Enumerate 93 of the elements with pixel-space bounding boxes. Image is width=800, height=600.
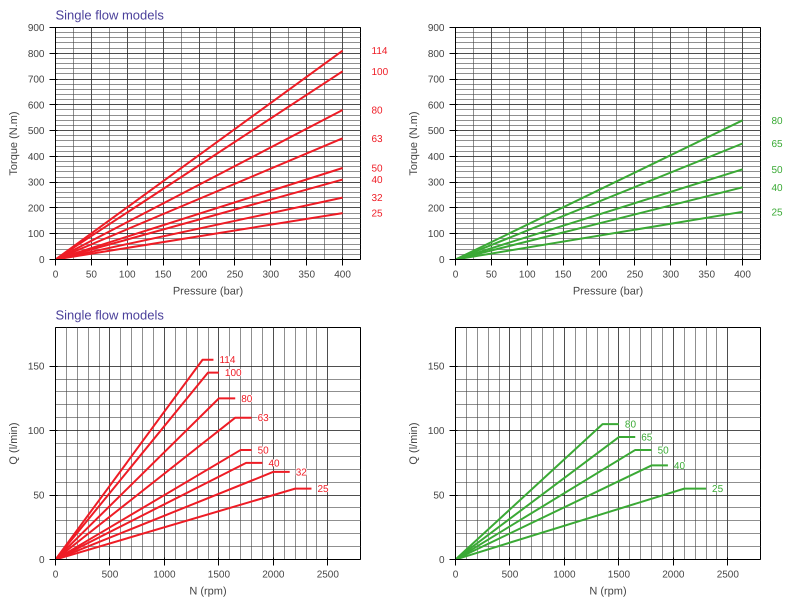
series-label: 25 [317,484,330,496]
y-tick-label: 150 [28,362,45,373]
x-tick-label: 350 [698,270,716,280]
x-tick-label: 50 [486,270,498,280]
series-label: 40 [268,458,280,470]
text: 25 [772,207,784,218]
y-tick-label: 100 [28,426,45,438]
text: 100 [372,66,389,78]
y-tick-label: 700 [28,74,45,86]
y-tick-label: 0 [438,255,445,266]
x-tick-label: 200 [190,270,208,280]
y-tick-label: 100 [28,229,45,240]
y-axis-title: Torque (N.m) [8,111,20,176]
chart-title: Single flow models [56,8,164,22]
x-tick-label: 0 [452,270,459,280]
y-tick-label: 400 [428,152,445,163]
series-label: 32 [296,467,308,478]
y-tick-label: 700 [428,74,445,86]
series-label: 114 [219,355,236,366]
series-label: 80 [241,394,253,405]
y-tick-label: 100 [428,229,445,240]
x-tick-label: 350 [298,270,316,280]
text: 40 [372,175,384,186]
x-tick-label: 250 [626,270,644,280]
y-tick-label: 0 [38,555,45,566]
x-tick-label: 50 [86,270,98,280]
y-tick-label: 400 [28,152,45,163]
x-tick-label: 300 [262,270,280,280]
series-label: 65 [641,432,653,444]
series-label: 100 [224,368,242,380]
x-tick-label: 500 [502,570,519,580]
text: 114 [372,46,388,58]
y-tick-label: 600 [28,100,45,112]
y-tick-label: 150 [428,362,445,373]
y-tick-label: 800 [428,48,445,60]
chart-title: Single flow models [56,308,164,322]
y-tick-label: 200 [428,203,445,214]
text: 80 [772,116,784,127]
y-axis-title: Q (l/min) [8,422,20,465]
y-tick-label: 500 [28,126,45,138]
y-tick-label: 800 [28,48,45,60]
x-tick-label: 1000 [153,570,176,580]
x-tick-label: 2000 [262,570,285,580]
series-label: 25 [712,484,724,496]
x-tick-label: 300 [662,270,680,280]
series-label: 80 [624,420,636,431]
x-axis-title: N (rpm) [189,586,227,598]
y-tick-label: 0 [38,255,45,266]
text: 25 [372,208,384,220]
x-tick-label: 2000 [662,570,685,580]
x-tick-label: 250 [226,270,244,280]
y-tick-label: 900 [428,23,445,34]
x-tick-label: 2500 [316,570,340,580]
x-tick-label: 1000 [553,570,576,580]
x-tick-label: 0 [452,570,459,580]
x-tick-label: 2500 [716,570,740,580]
x-tick-label: 400 [734,270,752,280]
y-tick-label: 300 [28,178,45,189]
x-tick-label: 400 [334,270,352,280]
x-tick-label: 1500 [608,570,630,580]
x-tick-label: 150 [154,270,172,280]
text: 80 [372,105,384,116]
x-tick-label: 100 [118,270,136,280]
x-tick-label: 0 [52,570,59,580]
x-axis-title: N (rpm) [589,586,627,598]
series-label: 50 [258,445,270,456]
text: 50 [772,164,784,176]
text: 40 [772,182,784,194]
x-axis-title: Pressure (bar) [172,286,244,298]
y-tick-label: 200 [28,203,45,214]
y-tick-label: 50 [433,490,445,502]
y-tick-label: 50 [33,490,45,502]
x-tick-label: 500 [102,570,119,580]
x-axis-title: Pressure (bar) [572,286,644,298]
x-tick-label: 0 [52,270,59,280]
x-tick-label: 150 [554,270,572,280]
y-tick-label: 100 [428,426,445,438]
y-tick-label: 600 [428,100,445,112]
y-tick-label: 500 [428,126,445,138]
y-axis-title: Q (l/min) [408,422,420,465]
y-axis-title: Torque (N.m) [408,111,420,176]
y-tick-label: 300 [428,178,445,189]
y-tick-label: 0 [438,555,445,566]
series-label: 63 [258,413,270,424]
y-tick-label: 900 [28,23,45,34]
text: 50 [372,163,384,174]
series-label: 50 [658,445,670,456]
text: 65 [772,139,784,150]
text: 63 [372,134,384,145]
x-tick-label: 100 [518,270,536,280]
x-tick-label: 1500 [208,570,230,580]
x-tick-label: 200 [590,270,608,280]
text: 32 [372,193,384,204]
